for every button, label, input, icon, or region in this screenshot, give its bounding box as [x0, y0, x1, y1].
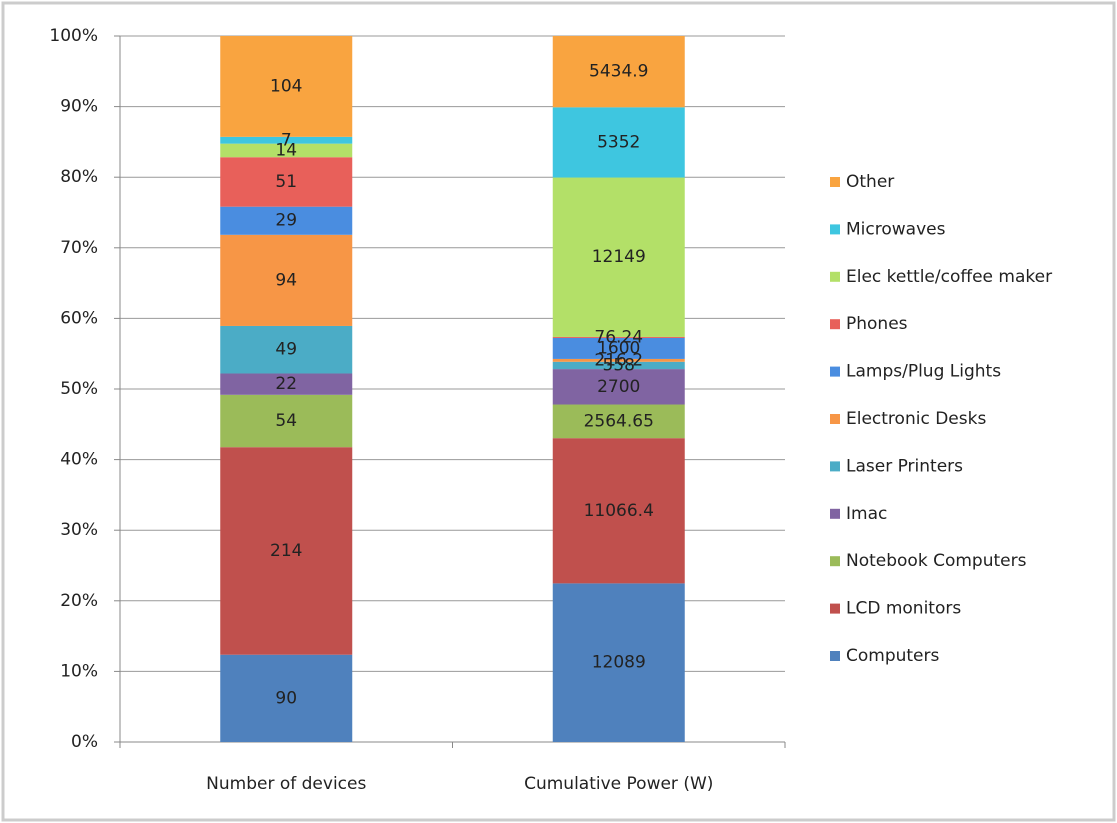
- legend-swatch: [830, 319, 840, 330]
- bar-segment: [220, 206, 353, 235]
- bar-segment: [220, 143, 353, 158]
- data-label: 76.24: [594, 327, 643, 347]
- legend-label: Phones: [846, 314, 908, 334]
- y-tick-label: 60%: [60, 308, 98, 328]
- legend-swatch: [830, 366, 840, 377]
- bar-segment: [552, 36, 685, 108]
- legend-swatch: [830, 271, 840, 282]
- bar-segment: [552, 336, 685, 338]
- bar-segment: [552, 337, 685, 359]
- bar-segment: [552, 404, 685, 439]
- y-tick-label: 50%: [60, 379, 98, 399]
- data-label: 5434.9: [589, 62, 648, 82]
- legend-label: Notebook Computers: [846, 551, 1027, 571]
- bar-segment: [552, 438, 685, 584]
- data-label: 104: [270, 76, 302, 96]
- legend-label: Imac: [846, 504, 887, 524]
- data-label: 22: [275, 374, 297, 394]
- legend-swatch: [830, 603, 840, 614]
- legend-swatch: [830, 508, 840, 519]
- legend-swatch: [830, 177, 840, 187]
- bar-segment: [220, 394, 353, 448]
- legend-label: Lamps/Plug Lights: [846, 362, 1001, 382]
- bar-segment: [220, 234, 353, 326]
- bar-segment: [552, 583, 685, 742]
- data-label: 216.2: [594, 350, 643, 370]
- data-label: 14: [275, 140, 297, 160]
- data-label: 54: [275, 411, 297, 431]
- data-label: 49: [275, 340, 297, 360]
- bar-segment: [220, 36, 353, 137]
- bar-segment: [220, 157, 353, 207]
- x-tick-label: Number of devices: [206, 774, 366, 794]
- data-label: 2700: [597, 377, 640, 397]
- bar-segment: [552, 369, 685, 405]
- bar-segment: [220, 654, 353, 742]
- data-label: 2564.65: [584, 411, 654, 431]
- data-label: 11066.4: [584, 501, 654, 521]
- data-label: 94: [275, 270, 297, 290]
- legend-label: Computers: [846, 646, 940, 666]
- y-tick-label: 10%: [60, 661, 98, 681]
- legend-label: Elec kettle/coffee maker: [846, 267, 1052, 287]
- y-tick-label: 90%: [60, 97, 98, 117]
- y-tick-label: 0%: [71, 732, 98, 752]
- data-label: 12149: [592, 247, 646, 267]
- legend-swatch: [830, 651, 840, 661]
- y-tick-label: 40%: [60, 450, 98, 470]
- y-tick-label: 80%: [60, 167, 98, 187]
- data-label: 5352: [597, 132, 640, 152]
- data-label: 12089: [592, 653, 646, 673]
- legend-swatch: [830, 414, 840, 424]
- legend-swatch: [830, 556, 840, 567]
- legend-label: LCD monitors: [846, 599, 961, 619]
- legend-label: Electronic Desks: [846, 409, 986, 429]
- x-tick-label: Cumulative Power (W): [524, 774, 713, 794]
- data-label: 29: [275, 211, 297, 231]
- bar-segment: [552, 361, 685, 370]
- data-label: 558: [603, 355, 635, 375]
- y-tick-label: 70%: [60, 238, 98, 258]
- data-label: 90: [275, 688, 297, 708]
- data-label: 51: [275, 172, 297, 192]
- data-label: 7: [281, 130, 292, 150]
- bar-segment: [552, 358, 685, 362]
- bar-segment: [552, 107, 685, 178]
- legend-label: Microwaves: [846, 219, 946, 239]
- bar-segment: [220, 447, 353, 655]
- data-label: 1600: [597, 338, 640, 358]
- legend-swatch: [830, 461, 840, 472]
- bar-segment: [552, 177, 685, 337]
- y-tick-label: 30%: [60, 520, 98, 540]
- bar-segment: [220, 373, 353, 395]
- y-tick-label: 100%: [49, 26, 98, 46]
- bar-segment: [220, 136, 353, 144]
- legend-swatch: [830, 224, 840, 235]
- bar-segment: [220, 325, 353, 374]
- legend-label: Laser Printers: [846, 456, 963, 476]
- data-label: 214: [270, 541, 302, 561]
- legend-label: Other: [846, 172, 894, 192]
- y-tick-label: 20%: [60, 591, 98, 611]
